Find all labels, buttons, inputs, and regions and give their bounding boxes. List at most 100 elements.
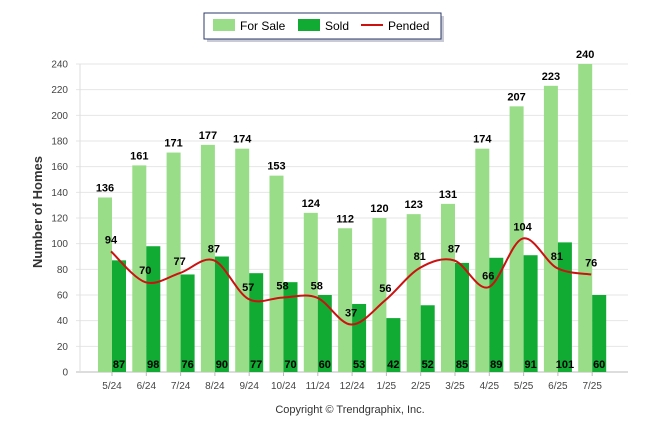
bar-sold: [386, 318, 401, 372]
bar-sold: [112, 260, 126, 372]
pended-line-path: [110, 237, 592, 326]
label-for-sale: 123: [405, 199, 423, 211]
x-tick-label: 6/25: [548, 381, 568, 392]
label-sold: 89: [490, 359, 502, 371]
y-axis-title: Number of Homes: [30, 156, 45, 268]
bar-for-sale: [338, 228, 353, 372]
bar-sold: [214, 256, 229, 372]
bars: [98, 64, 607, 373]
x-axis-ticks: 5/24 6/24 7/24 8/24 9/24 10/24 11/24 12/24 1/25 2…: [102, 372, 602, 392]
x-tick-label: 8/24: [205, 381, 225, 392]
legend-label-pended: Pended: [388, 19, 429, 33]
label-for-sale: 240: [576, 49, 594, 61]
y-tick-label: 120: [51, 214, 68, 225]
x-tick-label: 10/24: [271, 381, 296, 392]
bar-for-sale: [166, 152, 181, 372]
x-tick-label: 11/24: [306, 381, 331, 392]
x-tick-label: 3/25: [445, 381, 465, 392]
legend-swatch-for-sale: [213, 19, 235, 31]
label-sold: 91: [524, 359, 536, 371]
y-tick-label: 20: [57, 342, 69, 353]
label-sold: 70: [284, 359, 296, 371]
y-tick-label: 240: [51, 60, 68, 71]
label-for-sale: 161: [130, 150, 148, 162]
label-sold: 77: [250, 359, 262, 371]
label-for-sale: 177: [199, 130, 217, 142]
y-tick-label: 160: [51, 162, 68, 173]
bar-for-sale: [98, 197, 112, 372]
legend: For Sale Sold Pended: [203, 12, 444, 42]
label-for-sale: 112: [336, 213, 354, 225]
bar-for-sale: [441, 203, 455, 372]
bar-for-sale: [200, 144, 215, 372]
x-tick-label: 4/25: [480, 381, 500, 392]
label-sold: 87: [113, 359, 125, 371]
legend-swatch-sold: [298, 19, 320, 31]
legend-label-sold: Sold: [325, 19, 349, 33]
label-for-sale: 124: [302, 198, 321, 210]
label-sold: 85: [456, 359, 468, 371]
y-tick-label: 100: [51, 239, 68, 250]
bar-sold: [489, 257, 504, 372]
bar-for-sale: [132, 165, 147, 372]
label-pended: 56: [379, 283, 391, 295]
bar-for-sale: [303, 212, 318, 372]
bar-sold: [523, 255, 538, 372]
y-axis-ticks: 0 20 40 60 80 100 120 140 160 180 200 220 240: [51, 60, 68, 379]
bar-for-sale: [372, 218, 387, 372]
pended-line: [110, 237, 592, 326]
label-pended: 81: [414, 251, 426, 263]
label-sold: 60: [319, 359, 331, 371]
label-pended: 81: [551, 251, 563, 263]
label-for-sale: 207: [507, 91, 525, 103]
y-tick-label: 180: [51, 137, 68, 148]
bar-sold: [420, 305, 435, 372]
label-sold: 52: [422, 359, 434, 371]
x-tick-label: 9/24: [239, 381, 259, 392]
copyright-footer: Copyright © Trendgraphix, Inc.: [275, 404, 424, 416]
x-tick-label: 1/25: [377, 381, 397, 392]
y-tick-label: 0: [62, 368, 68, 379]
label-pended: 58: [311, 281, 323, 293]
label-pended: 58: [276, 281, 288, 293]
y-tick-label: 140: [51, 188, 68, 199]
label-pended: 57: [242, 282, 254, 294]
label-pended: 66: [482, 270, 494, 282]
label-pended: 76: [585, 257, 597, 269]
bar-for-sale: [509, 106, 524, 372]
y-tick-label: 60: [57, 291, 69, 302]
x-tick-label: 5/24: [102, 381, 122, 392]
x-tick-label: 6/24: [137, 381, 157, 392]
label-sold: 42: [387, 359, 399, 371]
data-labels: 136 87 161 98 171 76 177 90 174 77 153 70 124 60 112 53…: [96, 49, 606, 371]
bar-for-sale: [475, 148, 490, 372]
bar-sold: [455, 262, 469, 372]
label-sold: 98: [147, 359, 159, 371]
label-pended: 87: [448, 243, 460, 255]
bar-sold: [180, 274, 195, 372]
label-for-sale: 120: [370, 203, 388, 215]
label-pended: 87: [208, 243, 220, 255]
label-for-sale: 223: [542, 71, 560, 83]
label-pended: 77: [173, 256, 185, 268]
x-tick-label: 12/24: [340, 381, 365, 392]
bar-sold: [249, 273, 264, 372]
label-sold: 76: [181, 359, 193, 371]
legend-label-for-sale: For Sale: [240, 19, 286, 33]
label-for-sale: 174: [473, 134, 492, 146]
y-tick-label: 80: [57, 265, 69, 276]
bar-for-sale: [269, 175, 284, 372]
x-tick-label: 2/25: [411, 381, 431, 392]
bar-for-sale: [406, 214, 421, 372]
label-sold: 53: [353, 359, 365, 371]
y-tick-label: 220: [51, 85, 68, 96]
label-for-sale: 171: [164, 138, 182, 150]
label-for-sale: 136: [96, 182, 114, 194]
label-sold: 60: [593, 359, 605, 371]
bar-for-sale: [578, 64, 593, 372]
y-tick-label: 40: [57, 316, 69, 327]
bar-sold: [317, 295, 332, 372]
label-pended: 37: [345, 308, 357, 320]
